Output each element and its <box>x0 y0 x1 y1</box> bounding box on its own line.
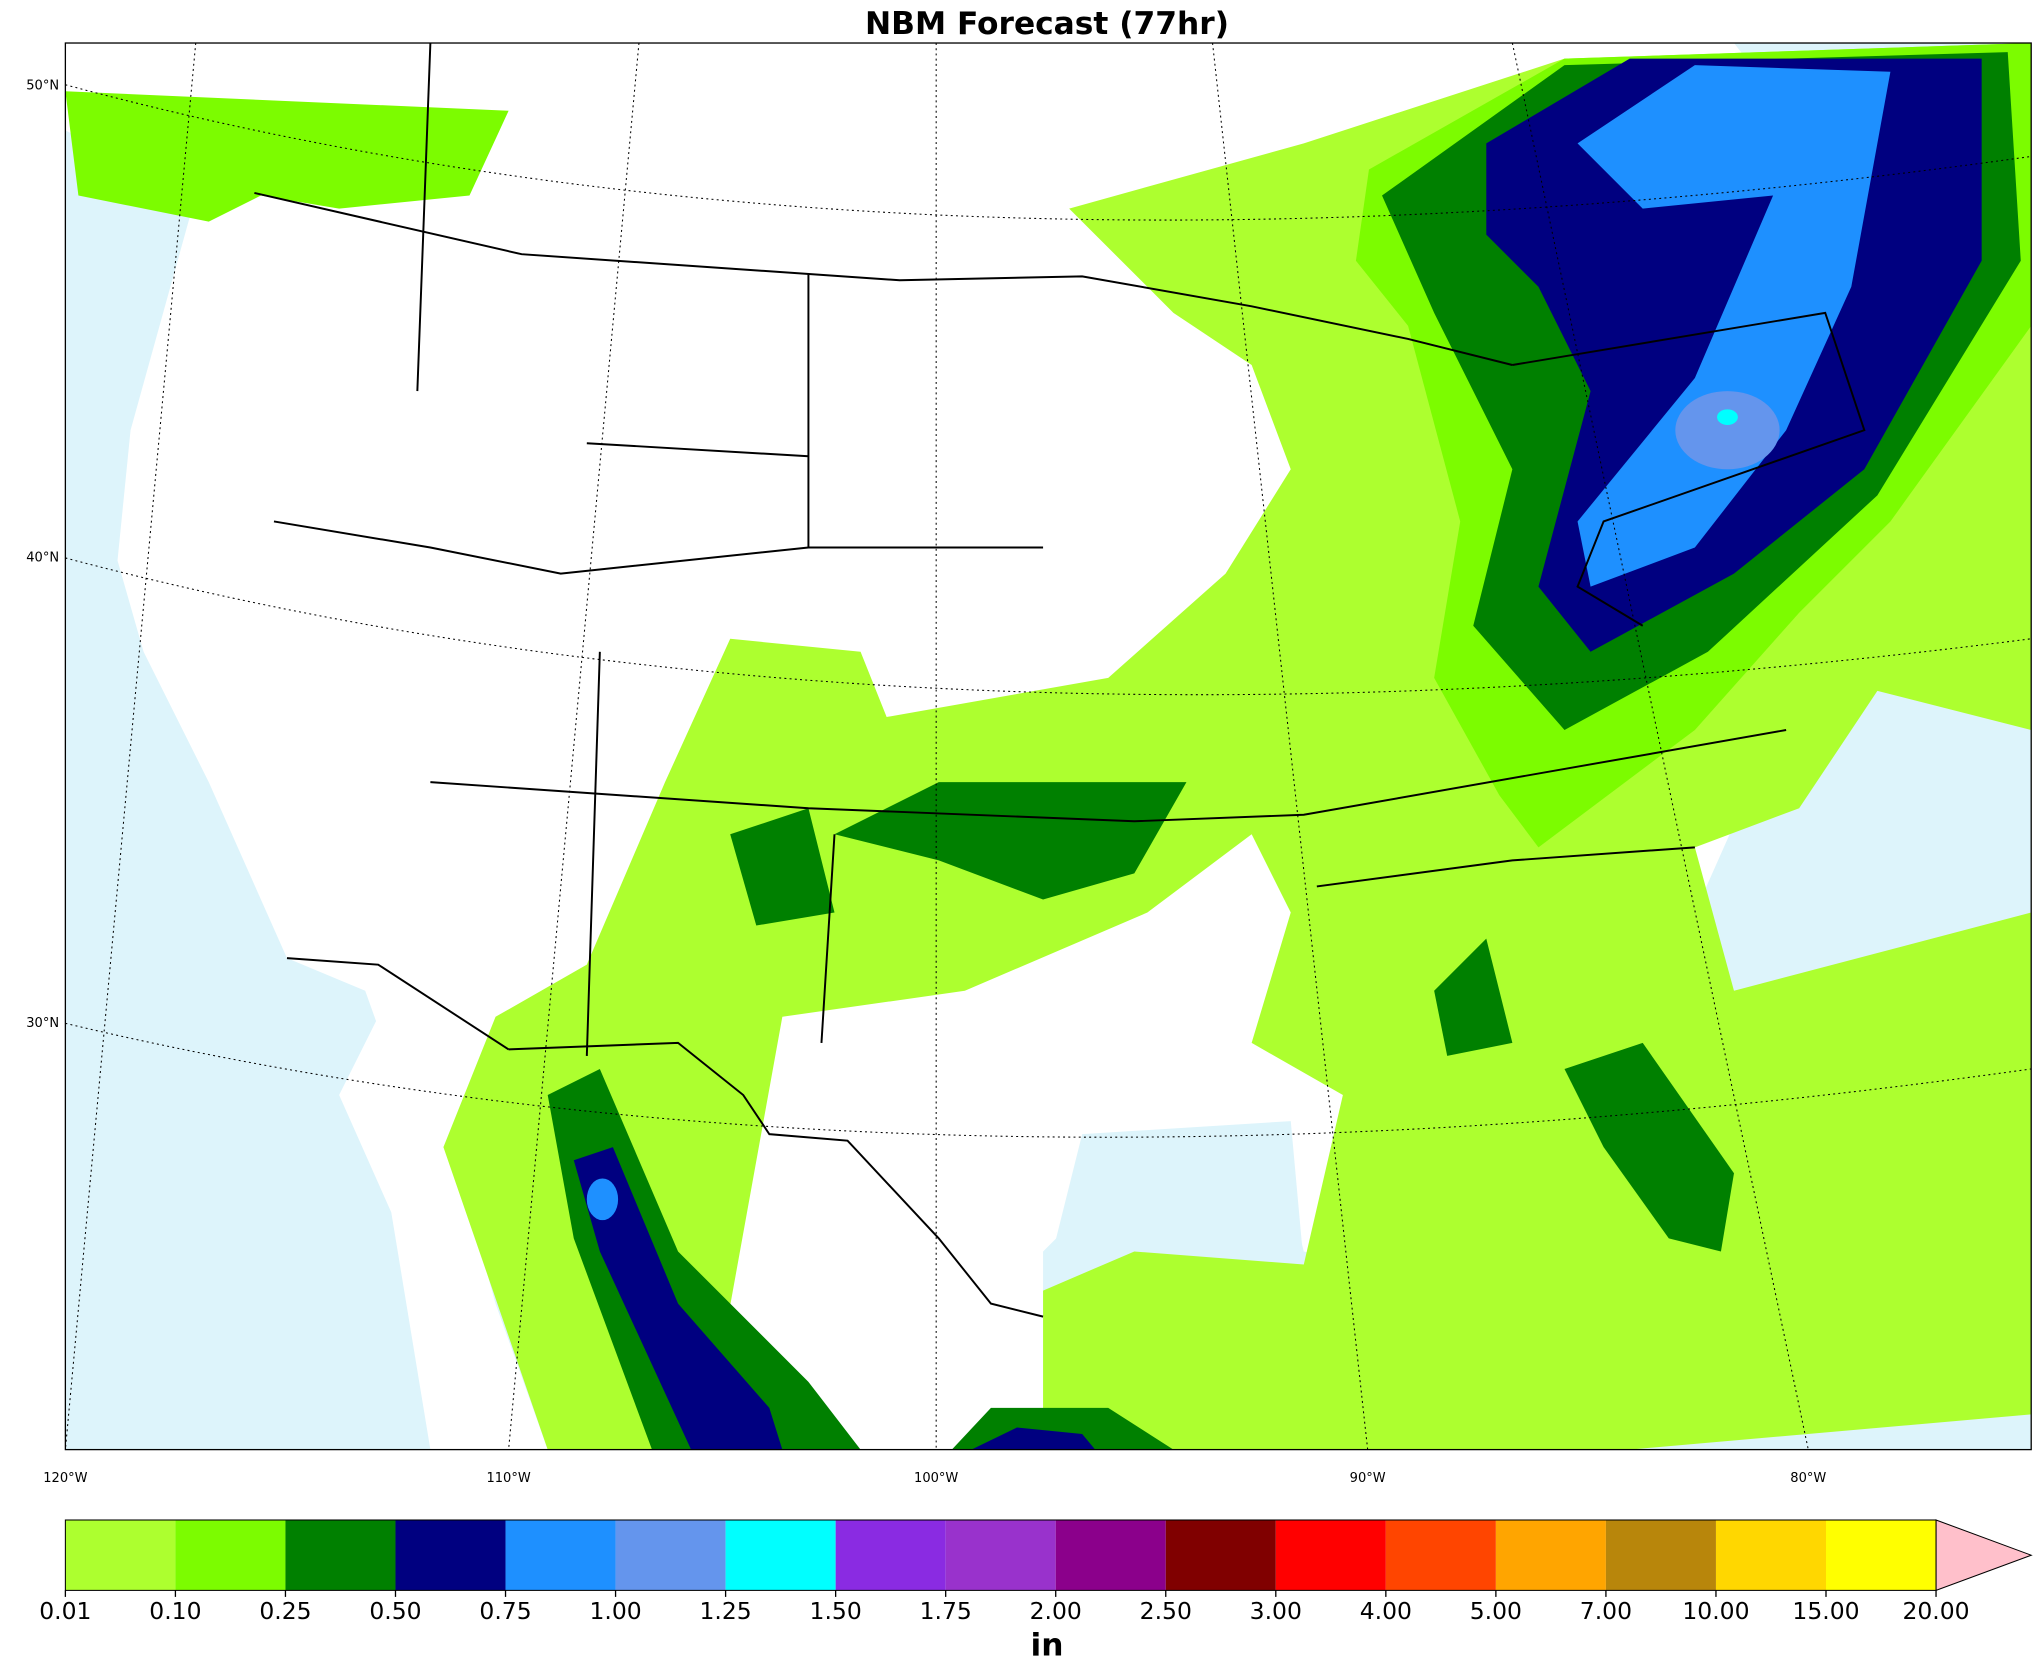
colorbar-box <box>1495 1519 1606 1591</box>
lon-label: 80°W <box>1790 1471 1826 1486</box>
colorbar-tick-label: 2.00 <box>1030 1597 1082 1625</box>
colorbar-tick-label: 20.00 <box>1902 1597 1969 1625</box>
colorbar-tick-label: 0.25 <box>259 1597 311 1625</box>
colorbar-box <box>1715 1519 1826 1591</box>
colorbar-box <box>1055 1519 1166 1591</box>
lat-label: 50°N <box>26 79 59 94</box>
lat-label: 30°N <box>26 1016 59 1031</box>
colorbar-frame <box>64 1519 1937 1591</box>
precip-050-al <box>1434 938 1513 1056</box>
colorbar-box <box>1275 1519 1386 1591</box>
precip-050-plains <box>834 782 1187 900</box>
precip-050-mx <box>547 1068 861 1450</box>
colorbar-tick-label: 0.01 <box>39 1597 91 1625</box>
colorbar-tick-label: 0.75 <box>479 1597 531 1625</box>
colorbar-unit: in <box>1030 1627 1063 1663</box>
colorbar-box <box>615 1519 726 1591</box>
precip-125 <box>1675 391 1780 470</box>
colorbar-box <box>175 1519 286 1591</box>
precip-075-mx <box>573 1147 783 1450</box>
map-frame <box>64 42 2032 1451</box>
colorbar-box <box>945 1519 1056 1591</box>
lon-label: 110°W <box>486 1471 530 1486</box>
colorbar-tick-label: 15.00 <box>1792 1597 1859 1625</box>
colorbar-box <box>285 1519 396 1591</box>
colorbar-box <box>725 1519 836 1591</box>
precip-075-south <box>971 1427 1096 1450</box>
colorbar-tick-label: 1.75 <box>920 1597 972 1625</box>
map <box>65 43 2032 1450</box>
title: NBM Forecast (77hr) <box>865 6 1229 42</box>
colorbar-tick-label: 0.50 <box>369 1597 421 1625</box>
colorbar-tick-label: 1.50 <box>810 1597 862 1625</box>
colorbar-tick-label: 10.00 <box>1682 1597 1749 1625</box>
colorbar-box <box>1385 1519 1496 1591</box>
precip-150 <box>1717 409 1738 425</box>
colorbar-box <box>505 1519 616 1591</box>
colorbar-extension <box>1935 1519 2033 1592</box>
colorbar-tick-label: 1.25 <box>699 1597 751 1625</box>
precip-100-mx <box>586 1178 619 1221</box>
colorbar-tick-label: 3.00 <box>1250 1597 1302 1625</box>
lon-label: 90°W <box>1350 1471 1386 1486</box>
precip-050-nm <box>730 808 835 926</box>
colorbar-tick-label: 0.10 <box>149 1597 201 1625</box>
colorbar-tick-label: 2.50 <box>1140 1597 1192 1625</box>
precip-100 <box>1577 65 1891 587</box>
lon-label: 100°W <box>914 1471 958 1486</box>
colorbar-box <box>395 1519 506 1591</box>
lat-label: 40°N <box>26 550 59 565</box>
colorbar-box <box>835 1519 946 1591</box>
colorbar-box <box>1825 1519 1937 1591</box>
colorbar-box <box>1605 1519 1716 1591</box>
baja <box>339 990 548 1450</box>
precip-050-fl <box>1564 1042 1734 1252</box>
colorbar-box <box>65 1519 176 1591</box>
colorbar-tick-label: 7.00 <box>1580 1597 1632 1625</box>
colorbar-tick-label: 5.00 <box>1470 1597 1522 1625</box>
colorbar: 0.01 0.10 0.25 0.50 0.75 1.00 1.25 1.50 1.75 2.00… <box>39 1519 2033 1625</box>
colorbar-tick-label: 1.00 <box>589 1597 641 1625</box>
precip-light <box>65 91 509 222</box>
colorbar-box <box>1165 1519 1276 1591</box>
lon-label: 120°W <box>43 1471 87 1486</box>
colorbar-tick-label: 4.00 <box>1360 1597 1412 1625</box>
